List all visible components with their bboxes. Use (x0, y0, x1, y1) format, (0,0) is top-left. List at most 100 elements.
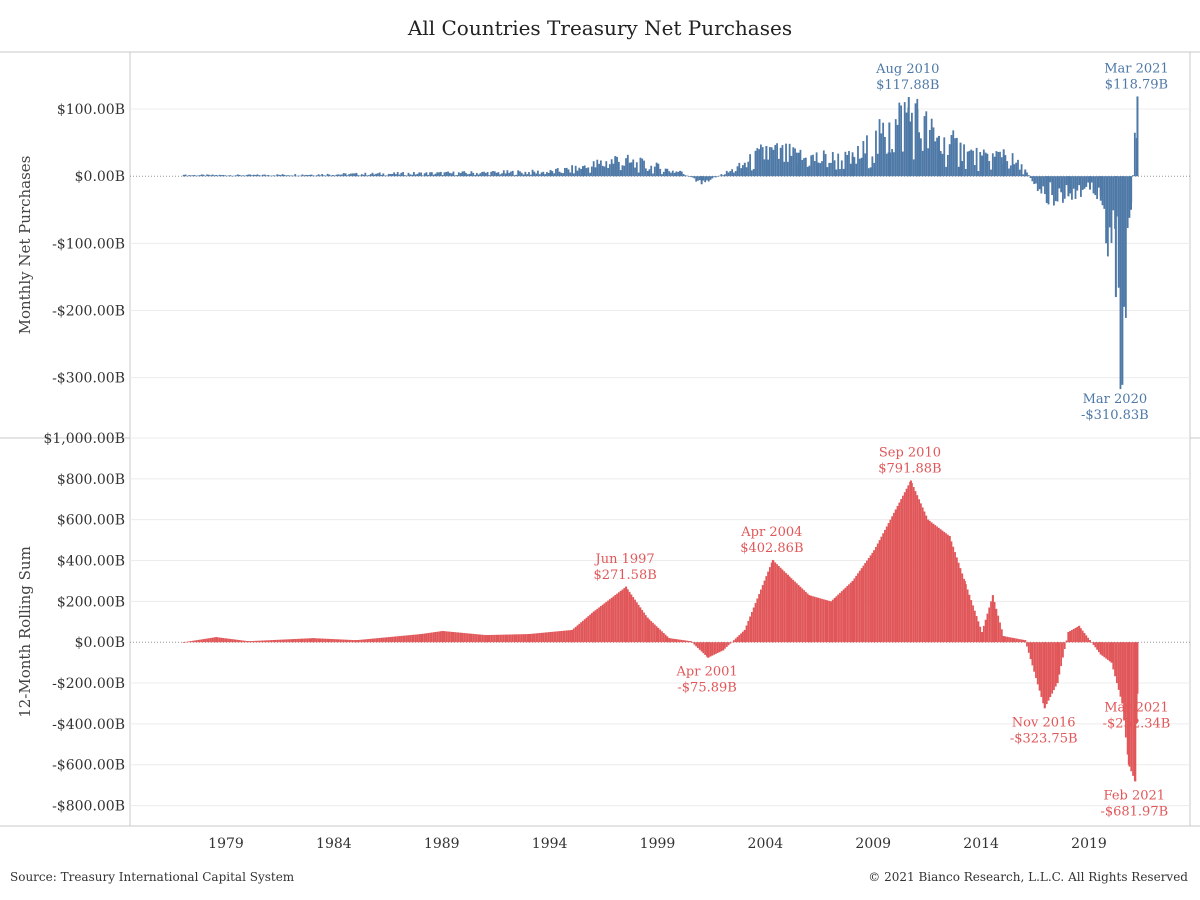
bar-0-409 (918, 132, 920, 177)
key-bar-1-20 (808, 595, 811, 643)
bar-0-90 (344, 173, 347, 177)
bar-0-226 (589, 172, 591, 177)
bar-1-206 (553, 631, 556, 643)
bar-1-511 (1101, 642, 1104, 656)
bar-0-417 (932, 127, 935, 177)
bar-0-161 (472, 172, 475, 177)
bar-1-249 (630, 594, 633, 643)
bar-1-12 (204, 638, 207, 643)
bar-0-180 (506, 170, 509, 177)
bar-1-167 (483, 634, 485, 643)
bar-1-291 (706, 642, 708, 657)
bar-1-413 (925, 515, 928, 643)
bar-1-227 (590, 613, 593, 643)
bar-1-103 (368, 638, 370, 643)
bar-0-529 (1133, 132, 1136, 177)
bar-0-338 (790, 155, 793, 177)
bar-0-445 (982, 149, 985, 177)
bar-1-178 (502, 634, 505, 643)
bar-0-412 (923, 116, 926, 177)
bar-1-195 (533, 633, 536, 643)
bar-0-212 (564, 168, 566, 177)
bar-0-178 (502, 170, 505, 177)
bar-1-306 (733, 640, 735, 643)
bar-1-210 (560, 630, 563, 643)
bar-1-272 (671, 638, 674, 643)
bar-0-500 (1081, 176, 1084, 190)
copyright-note: © 2021 Bianco Research, L.L.C. All Right… (868, 870, 1188, 884)
bar-1-177 (501, 634, 503, 643)
bar-1-314 (747, 620, 750, 643)
bar-1-6 (193, 640, 196, 643)
bar-1-266 (661, 631, 663, 643)
bar-1-286 (697, 642, 699, 649)
bar-0-278 (682, 174, 685, 177)
bar-1-494 (1071, 629, 1073, 643)
bar-0-168 (484, 172, 487, 177)
bar-1-481 (1047, 642, 1050, 701)
bar-0-495 (1072, 176, 1075, 189)
bar-1-361 (831, 599, 834, 643)
bar-0-250 (632, 159, 635, 177)
bar-0-293 (709, 176, 712, 180)
bar-1-197 (537, 633, 539, 643)
x-tick-label-2: 1989 (424, 836, 460, 852)
bar-0-32 (240, 175, 243, 177)
bar-0-381 (867, 168, 870, 177)
bar-0-455 (1000, 157, 1003, 177)
bar-1-185 (515, 634, 518, 643)
bar-1-417 (932, 523, 935, 643)
bar-1-406 (912, 487, 915, 643)
x-tick-label-6: 2009 (855, 836, 891, 852)
bar-1-363 (835, 596, 838, 643)
bar-1-368 (844, 587, 847, 643)
bar-1-94 (351, 639, 354, 643)
bar-1-317 (752, 607, 755, 643)
bar-1-271 (670, 638, 672, 643)
bar-1-491 (1065, 640, 1068, 643)
bar-0-469 (1026, 172, 1028, 177)
bar-0-217 (572, 173, 575, 177)
bar-1-311 (742, 631, 744, 643)
annotation-value-0-1: $118.79B (1105, 77, 1168, 92)
bar-1-11 (202, 639, 205, 643)
key-bar-1-0 (182, 642, 185, 643)
bar-1-256 (643, 612, 645, 643)
bar-1-393 (889, 519, 892, 643)
key-bar-0-10 (765, 145, 768, 177)
bar-1-409 (918, 499, 920, 643)
bar-1-22 (222, 638, 225, 643)
bar-1-388 (880, 536, 883, 643)
bar-0-526 (1128, 176, 1131, 218)
bar-0-248 (628, 162, 631, 177)
bar-0-501 (1083, 176, 1086, 189)
bar-0-67 (303, 175, 306, 177)
bar-1-524 (1124, 642, 1127, 738)
bar-0-184 (513, 175, 516, 177)
bar-0-308 (736, 166, 739, 177)
bar-1-69 (306, 638, 309, 643)
bar-1-137 (429, 632, 431, 643)
key-bar-0-24 (1099, 176, 1102, 197)
bar-0-487 (1058, 176, 1061, 189)
x-tick-label-1: 1984 (316, 836, 352, 852)
bar-0-512 (1103, 176, 1106, 209)
bar-1-441 (975, 616, 978, 643)
bar-1-301 (724, 642, 726, 649)
bar-1-419 (936, 526, 938, 643)
bar-1-170 (488, 634, 491, 643)
bar-1-277 (680, 639, 683, 643)
bar-1-490 (1063, 642, 1066, 650)
bar-1-262 (653, 624, 656, 643)
bar-1-108 (377, 638, 379, 643)
bar-0-318 (754, 150, 757, 177)
bar-0-55 (281, 174, 284, 177)
bar-1-41 (256, 640, 259, 643)
bar-1-352 (815, 597, 818, 643)
bar-0-145 (443, 172, 446, 177)
bar-0-268 (664, 168, 667, 177)
bar-0-119 (396, 172, 399, 177)
bar-1-217 (572, 628, 575, 643)
bar-1-209 (558, 631, 561, 643)
bar-0-219 (576, 170, 579, 177)
